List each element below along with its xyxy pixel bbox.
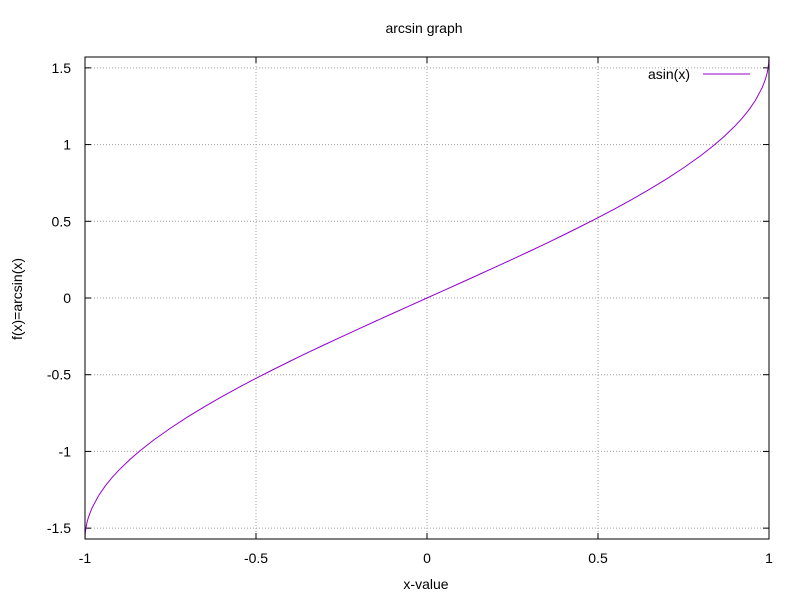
x-tick-label: -0.5 <box>244 550 268 566</box>
y-tick-label: 0 <box>63 290 71 306</box>
series-line-0 <box>84 56 770 540</box>
x-axis-label: x-value <box>403 576 448 592</box>
y-tick-label: -1.5 <box>47 520 71 536</box>
x-tick-label: 0 <box>423 550 431 566</box>
legend-label: asin(x) <box>648 66 690 82</box>
y-tick-label: 1 <box>63 137 71 153</box>
plot-border <box>84 56 770 540</box>
y-axis-label: f(x)=arcsin(x) <box>9 258 25 340</box>
y-tick-label: -0.5 <box>47 367 71 383</box>
x-tick-label: -1 <box>79 550 92 566</box>
y-tick-label: 1.5 <box>52 60 72 76</box>
legend: asin(x) <box>648 66 750 82</box>
chart-title: arcsin graph <box>385 20 462 36</box>
series-layer <box>84 56 770 540</box>
x-tick-label: 1 <box>765 550 773 566</box>
ticks: -1.5 -1 -0.5 0 0.5 1 1.5 -1 -0.5 0 0.5 1 <box>47 57 773 566</box>
y-tick-label: -1 <box>59 443 72 459</box>
x-tick-label: 0.5 <box>588 550 608 566</box>
y-tick-label: 0.5 <box>52 213 72 229</box>
